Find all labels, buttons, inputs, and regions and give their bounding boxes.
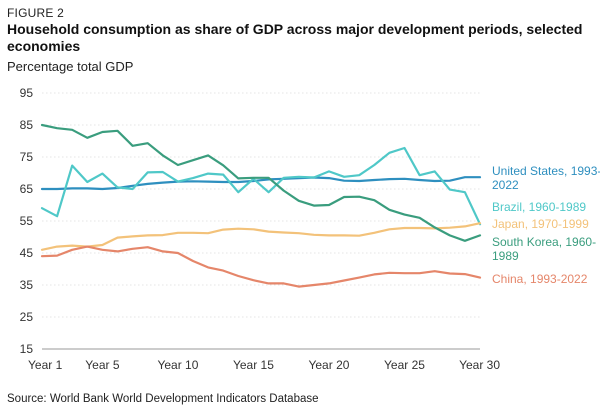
- y-tick-label: 65: [20, 182, 34, 196]
- x-tick-label: Year 30: [459, 358, 500, 372]
- series-label: China, 1993-2022: [492, 272, 588, 286]
- x-tick-label: Year 10: [157, 358, 198, 372]
- y-tick-label: 85: [20, 118, 34, 132]
- series-line: [40, 222, 482, 251]
- y-tick-label: 15: [20, 342, 34, 356]
- x-tick-label: Year 15: [233, 358, 274, 372]
- series-labels: United States, 1993-2022 Brazil, 1960-198…: [492, 164, 600, 286]
- x-tick-label: Year 5: [85, 358, 120, 372]
- series-line: [40, 176, 482, 191]
- x-tick-label: Year 1: [28, 358, 63, 372]
- chart-subtitle: Percentage total GDP: [7, 59, 134, 74]
- y-gridlines: [42, 92, 480, 350]
- x-tick-label: Year 20: [308, 358, 349, 372]
- y-tick-label: 55: [20, 214, 34, 228]
- source-note: Source: World Bank World Development Ind…: [7, 393, 319, 405]
- series-line: [40, 123, 482, 242]
- series-label: Japan, 1970-1999: [492, 217, 589, 231]
- chart-title: Household consumption as share of GDP ac…: [7, 21, 583, 54]
- y-tick-label: 25: [20, 310, 34, 324]
- y-tick-label: 35: [20, 278, 34, 292]
- y-axis-ticks: 15 25 35 45 55 65 75 85 95: [20, 86, 34, 356]
- series-label: South Korea, 1960-1989: [492, 235, 596, 263]
- series-lines: [40, 123, 482, 288]
- series-line: [40, 245, 482, 288]
- y-tick-label: 95: [20, 86, 34, 100]
- y-tick-label: 75: [20, 150, 34, 164]
- series-line: [40, 146, 482, 226]
- y-tick-label: 45: [20, 246, 34, 260]
- series-label: Brazil, 1960-1989: [492, 200, 586, 214]
- series-label: United States, 1993-2022: [492, 164, 600, 192]
- x-axis-ticks: Year 1 Year 5 Year 10 Year 15 Year 20 Year 25…: [28, 358, 500, 372]
- x-tick-label: Year 25: [384, 358, 425, 372]
- figure-label: FIGURE 2: [7, 6, 64, 20]
